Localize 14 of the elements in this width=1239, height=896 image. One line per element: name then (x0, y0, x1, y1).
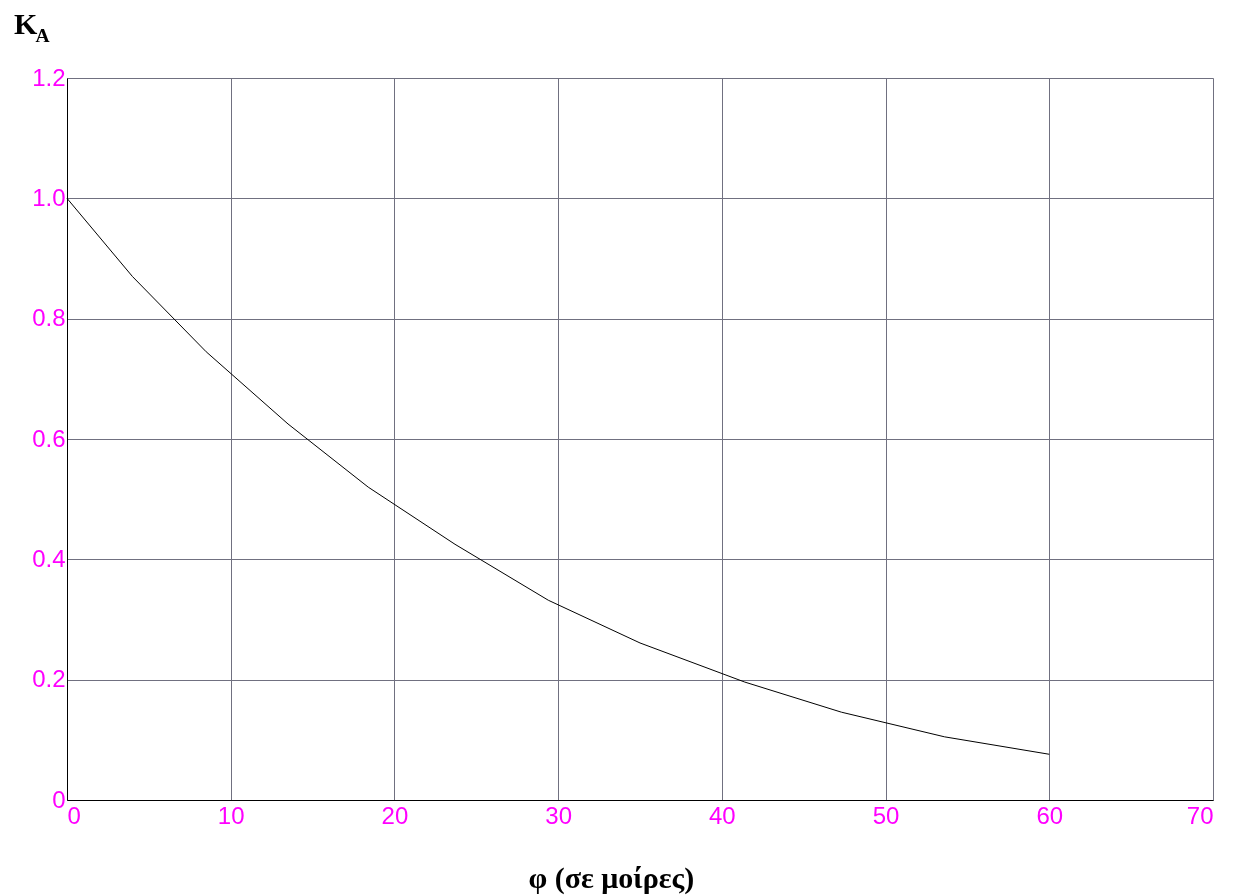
x-tick-label: 70 (1186, 801, 1214, 829)
x-axis-title: φ (σε μοίρες) (528, 861, 695, 895)
y-tick-label: 0.6 (32, 424, 66, 452)
y-tick-label: 1.0 (32, 183, 66, 211)
y-tick-label: 1.2 (32, 63, 66, 91)
x-tick-label: 30 (545, 801, 572, 829)
x-tick-label: 10 (217, 801, 245, 829)
x-tick-label: 20 (381, 801, 409, 829)
y-tick-label: 0.4 (32, 544, 66, 572)
x-tick-label: 50 (872, 801, 900, 829)
x-tick-label: 60 (1036, 801, 1064, 829)
x-tick-label: 40 (709, 801, 736, 829)
y-tick-label: 0.2 (32, 665, 66, 693)
y-tick-label: 0.8 (32, 304, 66, 332)
